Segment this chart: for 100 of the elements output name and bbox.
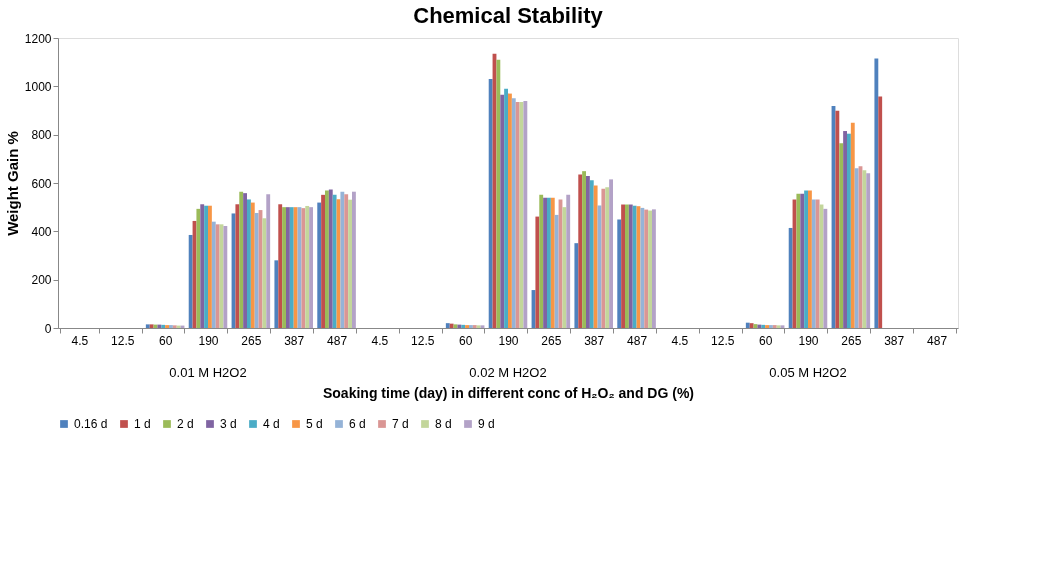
x-tick-label: 265 [541, 333, 562, 348]
bar [340, 191, 345, 328]
bar [328, 189, 333, 328]
x-tick-label: 387 [284, 333, 305, 348]
bar [282, 207, 286, 328]
legend-label: 6 d [349, 417, 366, 431]
bar [211, 221, 216, 328]
bar [325, 190, 329, 328]
bar [586, 175, 590, 328]
bar [835, 110, 840, 328]
bar [278, 204, 283, 328]
x-tick-label: 387 [884, 333, 905, 348]
bar [815, 199, 820, 328]
bar [625, 204, 629, 328]
y-tick-label: 0 [44, 321, 52, 336]
bar [811, 199, 816, 328]
bar [309, 207, 313, 328]
bar [796, 193, 801, 328]
bar [188, 234, 193, 328]
bar [866, 173, 871, 328]
x-tick-label: 387 [584, 333, 605, 348]
bar [469, 325, 473, 328]
bar [547, 197, 551, 328]
legend-label: 3 d [220, 417, 237, 431]
bar [628, 204, 633, 328]
bar [301, 208, 306, 328]
x-tick-label: 487 [627, 333, 648, 348]
bar [321, 194, 325, 328]
bar [274, 260, 279, 328]
y-tick-label: 800 [31, 128, 52, 143]
bar [562, 207, 567, 328]
bar [574, 243, 579, 328]
legend-label: 4 d [263, 417, 280, 431]
bar [262, 218, 267, 328]
bar [617, 219, 622, 328]
bar [149, 324, 154, 328]
bar [476, 325, 481, 328]
bar [640, 207, 645, 328]
bar [215, 224, 220, 328]
x-tick-label: 4.5 [71, 333, 89, 348]
x-tick-label: 12.5 [111, 333, 135, 348]
legend-label: 0.16 d [74, 417, 108, 431]
bar [550, 197, 555, 328]
bar [196, 208, 201, 328]
bar [457, 324, 462, 328]
x-axis-title: Soaking time (day) in different conc of H₂O₂ and DG (%) [322, 384, 695, 401]
bar [601, 188, 606, 328]
legend-label: 9 d [478, 417, 495, 431]
bar [247, 199, 251, 328]
x-tick-label: 265 [841, 333, 862, 348]
text: 0.05 M H2O2 [769, 365, 847, 380]
x-tick-label: 60 [758, 333, 773, 348]
bar [243, 193, 247, 328]
bar [839, 143, 844, 328]
bar [854, 168, 859, 328]
bar [578, 174, 583, 328]
legend-label: 7 d [392, 417, 409, 431]
bar [652, 209, 656, 328]
bar [772, 325, 777, 328]
bar [621, 204, 625, 328]
x-tick-label: 4.5 [371, 333, 389, 348]
bar [332, 194, 337, 328]
bar [765, 325, 769, 328]
bar [504, 88, 508, 328]
y-tick-label: 1200 [24, 31, 52, 46]
bar [843, 131, 847, 328]
x-tick-label: 4.5 [671, 333, 689, 348]
bar [317, 202, 322, 328]
bar [878, 96, 883, 328]
bar [800, 193, 805, 328]
bar [632, 205, 637, 328]
y-tick-label: 1000 [24, 79, 52, 94]
bar [250, 202, 255, 328]
bar [266, 194, 271, 328]
bar [461, 324, 466, 328]
bar [305, 205, 310, 328]
bar [157, 324, 162, 328]
bar [648, 210, 652, 328]
y-axis-title: Weight Gain % [3, 131, 21, 236]
x-tick-label: 487 [327, 333, 348, 348]
bar [480, 325, 485, 328]
bar [757, 324, 762, 328]
legend-label: 8 d [435, 417, 452, 431]
bar [204, 205, 208, 328]
bar [449, 323, 454, 328]
bar [644, 209, 649, 328]
text: 0.01 M H2O2 [169, 365, 247, 380]
bar [465, 325, 469, 328]
bar [208, 205, 212, 328]
bar [161, 324, 166, 328]
bar [488, 79, 493, 328]
bar [543, 197, 547, 328]
bar [749, 323, 754, 328]
bar [769, 325, 773, 328]
bar [523, 101, 528, 328]
legend-label: 1 d [134, 417, 151, 431]
bar [235, 204, 240, 328]
bar [535, 216, 540, 328]
bar [605, 187, 610, 328]
y-tick-label: 600 [31, 176, 52, 191]
